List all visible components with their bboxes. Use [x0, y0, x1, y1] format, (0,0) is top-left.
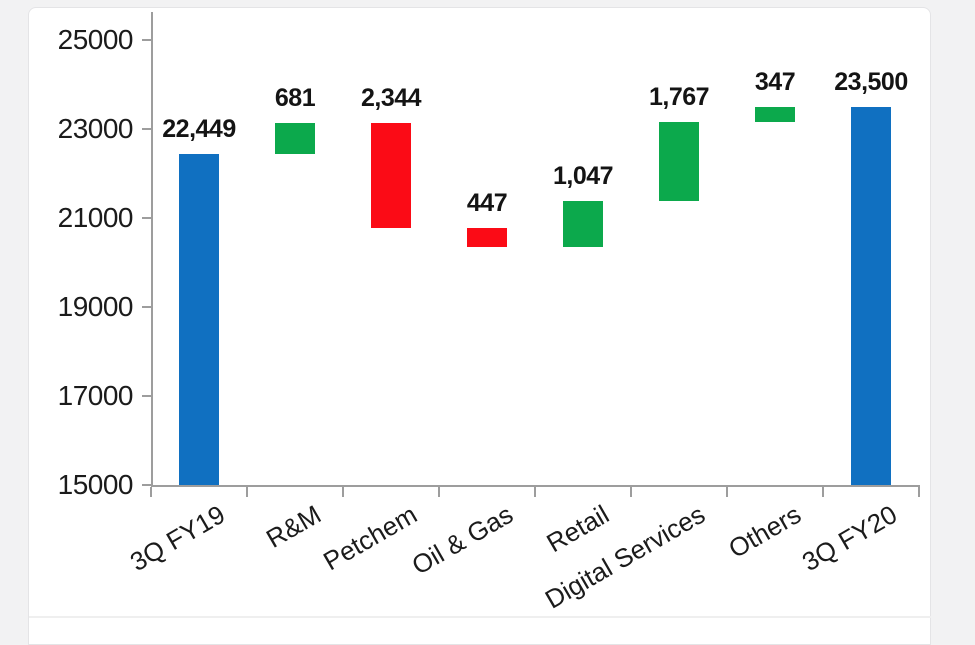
y-tick-label: 17000 — [57, 380, 134, 411]
y-tick-label: 25000 — [57, 24, 134, 55]
data-label-oil-gas: 447 — [466, 188, 508, 217]
y-tick-mark — [142, 395, 151, 397]
y-tick-label: 15000 — [57, 469, 134, 500]
bar-petchem — [371, 123, 411, 228]
x-axis-label-retail: Retail — [541, 499, 614, 559]
y-tick-mark — [142, 484, 151, 486]
x-tick-mark — [534, 487, 536, 497]
data-label-others: 347 — [754, 67, 796, 96]
y-axis — [151, 12, 153, 487]
data-label-3q-fy20: 23,500 — [834, 67, 908, 96]
x-tick-mark — [630, 487, 632, 497]
x-tick-mark — [726, 487, 728, 497]
page-section-divider — [29, 616, 931, 618]
x-axis-label-3q-fy20: 3Q FY20 — [796, 499, 902, 578]
y-tick-mark — [142, 306, 151, 308]
bar-oil-gas — [467, 227, 507, 248]
x-axis-label-digital-services: Digital Services — [539, 499, 710, 615]
x-tick-mark — [246, 487, 248, 497]
bar-3q-fy20 — [851, 106, 891, 485]
x-axis-label-others: Others — [723, 499, 806, 564]
data-label-retail: 1,047 — [552, 161, 614, 190]
bar-retail — [563, 200, 603, 248]
data-label-digital-services: 1,767 — [648, 83, 710, 112]
x-tick-mark — [342, 487, 344, 497]
y-tick-mark — [142, 128, 151, 130]
x-tick-mark — [438, 487, 440, 497]
x-axis-label-3q-fy19: 3Q FY19 — [124, 499, 230, 578]
x-axis-label-oil-gas: Oil & Gas — [406, 499, 518, 581]
y-tick-label: 23000 — [57, 113, 134, 144]
data-label-r-m: 681 — [274, 84, 316, 113]
y-tick-mark — [142, 217, 151, 219]
x-axis-label-petchem: Petchem — [318, 499, 422, 577]
bar-digital-services — [659, 122, 699, 201]
bar-others — [755, 106, 795, 123]
x-tick-mark — [150, 487, 152, 497]
x-tick-mark — [918, 487, 920, 497]
data-label-petchem: 2,344 — [360, 84, 422, 113]
bar-3q-fy19 — [179, 153, 219, 485]
x-axis — [151, 485, 920, 487]
y-tick-mark — [142, 39, 151, 41]
data-label-3q-fy19: 22,449 — [162, 114, 236, 143]
x-tick-mark — [822, 487, 824, 497]
bar-r-m — [275, 123, 315, 154]
y-tick-label: 19000 — [57, 291, 134, 322]
y-tick-label: 21000 — [57, 202, 134, 233]
x-axis-label-r-m: R&M — [260, 499, 326, 554]
